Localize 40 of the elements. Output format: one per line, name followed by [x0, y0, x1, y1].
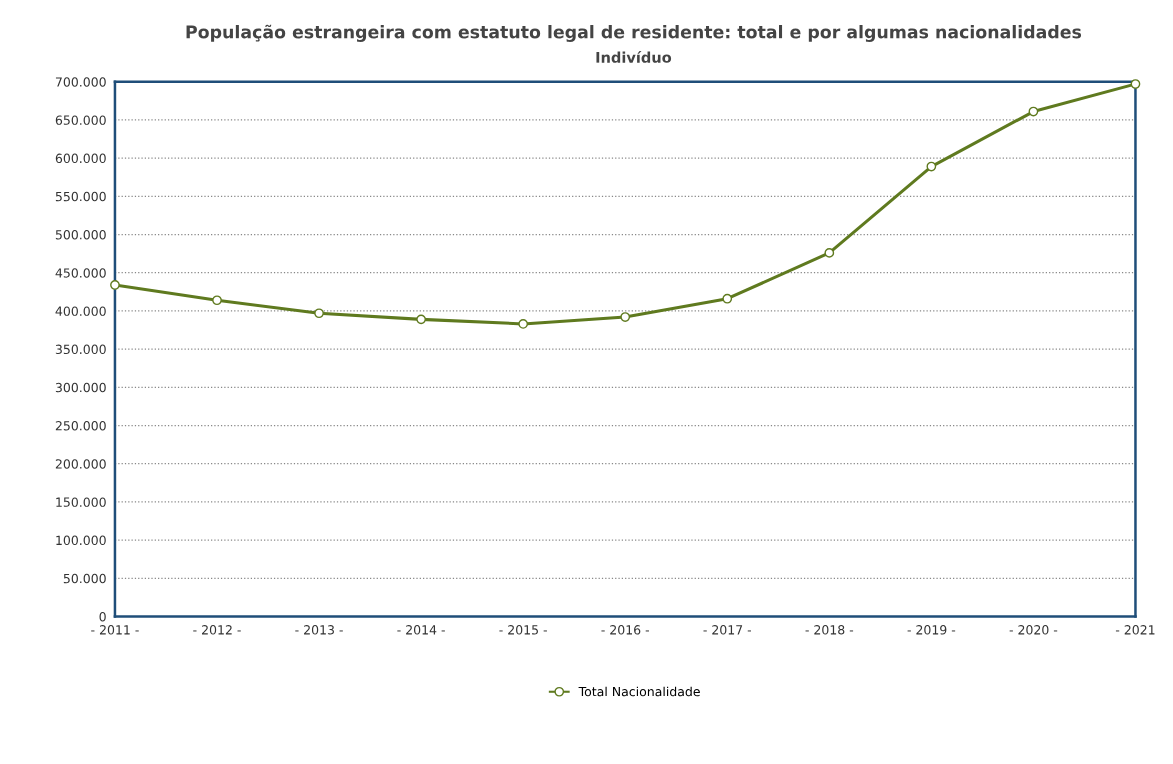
y-tick-label: 100.000: [56, 535, 106, 546]
x-tick-label: - 2021: [1115, 625, 1155, 635]
x-tick-label: - 2014 -: [397, 625, 445, 635]
point: [314, 308, 324, 319]
point: [926, 161, 937, 172]
point: [518, 319, 529, 329]
y-tick-label: 150.000: [56, 497, 106, 507]
x-tick-label: - 2017 -: [703, 625, 752, 635]
x-tick-label: - 2020 -: [1009, 625, 1058, 635]
x-tick-label: - 2015 -: [499, 625, 547, 635]
y-tick-label: 250.000: [55, 421, 106, 431]
y-tick-label: 400.000: [55, 306, 106, 316]
point: [824, 248, 835, 258]
y-tick-label: 650.000: [55, 115, 106, 125]
legend-label: Total Nacionalidade: [578, 686, 700, 697]
x-tick-label: - 2013 -: [295, 625, 343, 635]
point: [110, 280, 120, 290]
point: [416, 314, 426, 325]
point: [722, 293, 733, 304]
point: [212, 295, 222, 306]
point: [1028, 106, 1039, 117]
y-tick-label: 300.000: [55, 382, 106, 393]
x-tick-label: - 2019 -: [907, 625, 956, 635]
x-tick-label: - 2012 -: [193, 625, 241, 635]
point: [1130, 79, 1141, 89]
x-tick-label: - 2016 -: [601, 625, 649, 635]
y-tick-label: 200.000: [55, 459, 106, 469]
point: [620, 312, 631, 322]
chart-subtitle: Indivíduo: [596, 50, 672, 63]
y-tick-label: 550.000: [55, 191, 106, 202]
y-tick-label: 50.000: [63, 573, 106, 584]
chart-title: População estrangeira com estatuto legal de residente: total e por algumas nacionalidades: [186, 24, 1082, 42]
y-tick-label: 0: [99, 612, 106, 622]
x-tick-label: - 2018 -: [805, 625, 854, 635]
y-tick-label: 500.000: [55, 230, 106, 240]
y-tick-label: 350.000: [55, 344, 106, 355]
y-tick-label: 450.000: [55, 268, 106, 278]
x-tick-label: - 2011 -: [91, 625, 139, 635]
y-tick-label: 600.000: [55, 153, 106, 164]
y-tick-label: 700.000: [55, 77, 106, 87]
